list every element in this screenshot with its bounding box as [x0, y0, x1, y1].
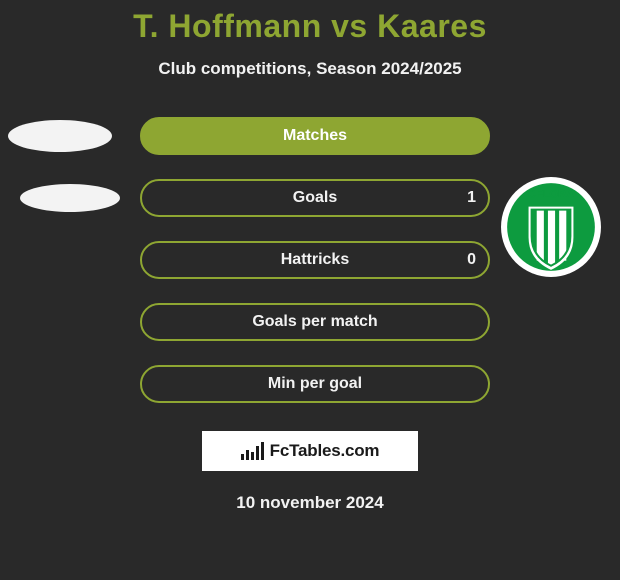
stat-pill-goals: Goals 1 [140, 179, 490, 217]
stat-pill-matches: Matches [140, 117, 490, 155]
stat-row-mpg: Min per goal [0, 365, 620, 403]
date-label: 10 november 2024 [0, 493, 620, 513]
left-badge-ellipse [20, 184, 120, 212]
fctables-label: FcTables.com [270, 441, 380, 461]
stat-label: Goals [293, 189, 337, 207]
stat-row-matches: Matches [0, 117, 620, 155]
left-badge-ellipse [8, 120, 112, 152]
stat-row-gpm: Goals per match [0, 303, 620, 341]
stat-value-right: 0 [467, 251, 476, 269]
stat-pill-gpm: Goals per match [140, 303, 490, 341]
stat-label: Goals per match [252, 313, 377, 331]
page-title: T. Hoffmann vs Kaares [0, 8, 620, 45]
bar-chart-icon [241, 442, 264, 460]
club-crest-icon: CFLORA [500, 176, 602, 278]
stat-value-right: 1 [467, 189, 476, 207]
stat-pill-hattricks: Hattricks 0 [140, 241, 490, 279]
svg-text:CFLORA: CFLORA [528, 188, 575, 200]
header: T. Hoffmann vs Kaares Club competitions,… [0, 0, 620, 79]
stat-pill-mpg: Min per goal [140, 365, 490, 403]
page-subtitle: Club competitions, Season 2024/2025 [0, 59, 620, 79]
stat-label: Hattricks [281, 251, 349, 269]
stat-label: Matches [283, 127, 347, 145]
right-club-logo: CFLORA [500, 176, 602, 278]
stat-label: Min per goal [268, 375, 362, 393]
fctables-badge[interactable]: FcTables.com [202, 431, 418, 471]
